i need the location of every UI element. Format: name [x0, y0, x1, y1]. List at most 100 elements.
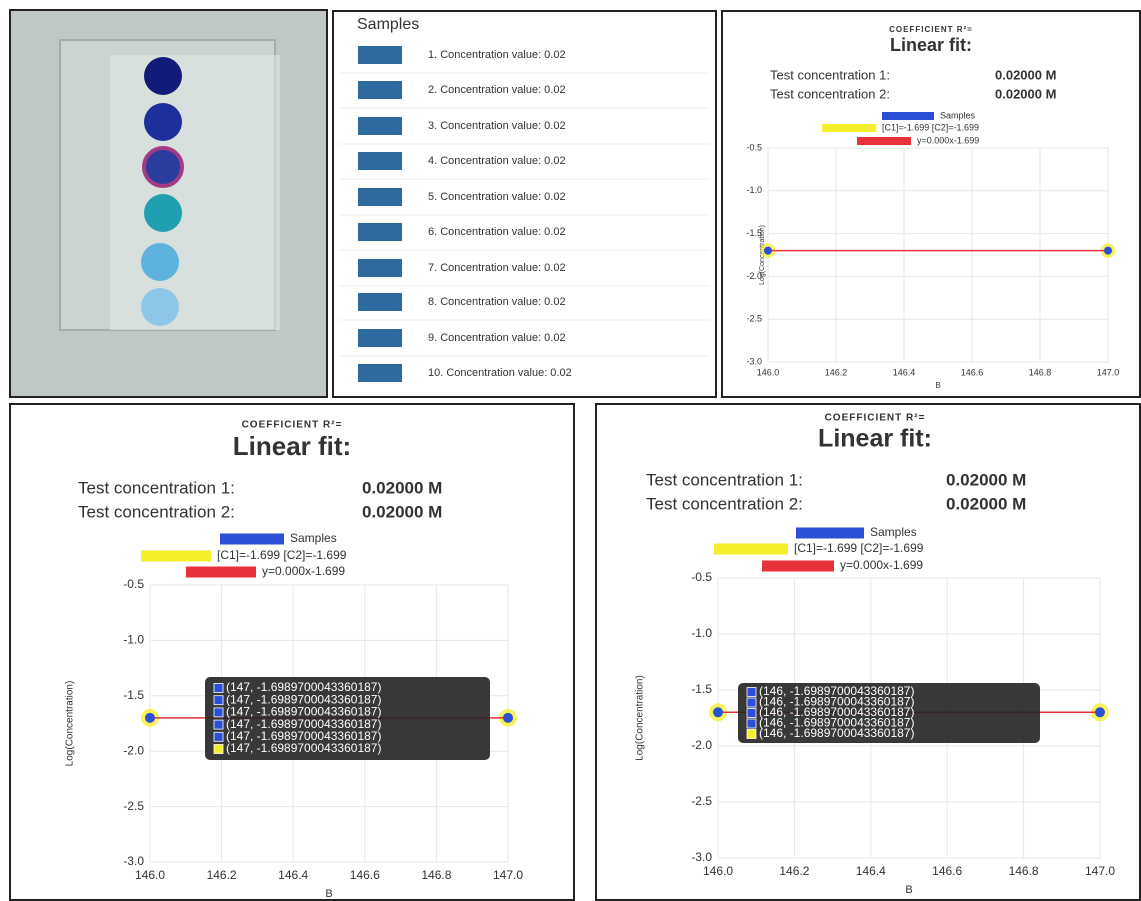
legend-label: [C1]=-1.699 [C2]=-1.699	[882, 122, 979, 132]
coefficient-label: COEFFICIENT R²=	[825, 413, 926, 424]
sample-swatch	[358, 152, 402, 170]
y-axis-label: Log(Concentration)	[635, 675, 646, 761]
chart-title: Linear fit:	[818, 425, 932, 453]
tooltip-swatch	[214, 745, 223, 754]
test-label: Test concentration 1:	[770, 67, 890, 82]
sample-item: 2. Concentration value: 0.02	[428, 84, 566, 96]
legend-label: [C1]=-1.699 [C2]=-1.699	[217, 548, 347, 562]
test-label: Test concentration 2:	[770, 86, 890, 101]
x-tick-label: 146.4	[278, 868, 308, 882]
sample-swatch	[358, 223, 402, 241]
y-tick-label: -1.0	[691, 626, 712, 640]
legend-label: [C1]=-1.699 [C2]=-1.699	[794, 541, 924, 555]
x-tick-label: 146.0	[135, 868, 165, 882]
data-point	[1104, 247, 1112, 255]
sample-spot	[144, 148, 182, 186]
tooltip-swatch	[747, 709, 756, 718]
sample-swatch	[358, 329, 402, 347]
y-tick-label: -2.5	[123, 799, 144, 813]
sample-spot	[144, 194, 182, 232]
x-axis-label: B	[905, 884, 912, 896]
test-label: Test concentration 2:	[646, 494, 803, 513]
panel-title: Samples	[357, 16, 419, 33]
legend-swatch	[220, 534, 284, 545]
x-tick-label: 146.8	[1009, 864, 1039, 878]
sample-item: 1. Concentration value: 0.02	[428, 49, 566, 61]
x-tick-label: 146.0	[757, 367, 780, 377]
legend-label: Samples	[870, 525, 917, 539]
sample-spot	[144, 103, 182, 141]
sample-swatch	[358, 81, 402, 99]
tooltip-swatch	[214, 696, 223, 705]
tooltip-swatch	[747, 698, 756, 707]
sample-item: 7. Concentration value: 0.02	[428, 262, 566, 274]
x-tick-label: 146.2	[207, 868, 237, 882]
test-value: 0.02000 M	[362, 502, 442, 521]
test-value: 0.02000 M	[995, 67, 1056, 82]
tooltip-swatch	[214, 732, 223, 741]
x-tick-label: 146.8	[1029, 367, 1052, 377]
test-value: 0.02000 M	[995, 86, 1056, 101]
legend-swatch	[714, 544, 788, 555]
x-tick-label: 146.2	[779, 864, 809, 878]
y-tick-label: -1.0	[123, 633, 144, 647]
sample-spot	[144, 57, 182, 95]
legend-swatch	[762, 561, 834, 572]
test-value: 0.02000 M	[946, 470, 1026, 489]
chart-title: Linear fit:	[890, 35, 972, 55]
test-value: 0.02000 M	[362, 478, 442, 497]
sample-spot	[141, 288, 179, 326]
y-tick-label: -3.0	[123, 854, 144, 868]
sample-item: 9. Concentration value: 0.02	[428, 332, 566, 344]
test-label: Test concentration 1:	[78, 478, 235, 497]
tooltip-swatch	[214, 684, 223, 693]
x-tick-label: 147.0	[493, 868, 523, 882]
sample-spot	[141, 243, 179, 281]
chart-title: Linear fit:	[233, 431, 351, 461]
y-tick-label: -0.5	[746, 142, 762, 152]
legend-swatch	[796, 528, 864, 539]
sample-item: 4. Concentration value: 0.02	[428, 155, 566, 167]
tooltip-swatch	[214, 708, 223, 717]
legend-label: y=0.000x-1.699	[917, 135, 979, 145]
coefficient-label: COEFFICIENT R²=	[889, 25, 973, 34]
y-tick-label: -2.0	[691, 738, 712, 752]
y-tick-label: -3.0	[746, 356, 762, 366]
sample-swatch	[358, 259, 402, 277]
x-tick-label: 147.0	[1085, 864, 1115, 878]
y-tick-label: -0.5	[691, 570, 712, 584]
y-tick-label: -2.5	[746, 314, 762, 324]
x-axis-label: B	[935, 381, 940, 390]
sample-item: 8. Concentration value: 0.02	[428, 296, 566, 308]
tooltip-swatch	[747, 719, 756, 728]
y-tick-label: -0.5	[123, 577, 144, 591]
y-tick-label: -2.5	[691, 794, 712, 808]
tooltip-item: (146, -1.6989700043360187)	[759, 726, 914, 740]
y-tick-label: -2.0	[123, 743, 144, 757]
sample-swatch	[358, 364, 402, 382]
data-point	[1095, 707, 1105, 717]
test-value: 0.02000 M	[946, 494, 1026, 513]
y-axis-label: Log(Concentration)	[65, 681, 76, 767]
sample-item: 3. Concentration value: 0.02	[428, 120, 566, 132]
sample-swatch	[358, 293, 402, 311]
x-tick-label: 146.2	[825, 367, 848, 377]
x-tick-label: 147.0	[1097, 367, 1120, 377]
x-tick-label: 146.6	[961, 367, 984, 377]
legend-label: Samples	[940, 110, 976, 120]
data-point	[764, 247, 772, 255]
tooltip-swatch	[747, 688, 756, 697]
legend-label: y=0.000x-1.699	[262, 564, 345, 578]
tooltip-item: (147, -1.6989700043360187)	[226, 741, 381, 755]
glass-slide-inner	[110, 55, 280, 330]
sample-swatch	[358, 188, 402, 206]
photo	[10, 10, 327, 397]
y-tick-label: -1.5	[123, 688, 144, 702]
x-tick-label: 146.0	[703, 864, 733, 878]
sample-item: 5. Concentration value: 0.02	[428, 191, 566, 203]
x-tick-label: 146.4	[893, 367, 916, 377]
legend-label: Samples	[290, 531, 337, 545]
data-point	[145, 713, 155, 723]
test-label: Test concentration 2:	[78, 502, 235, 521]
sample-item: 10. Concentration value: 0.02	[428, 367, 572, 379]
